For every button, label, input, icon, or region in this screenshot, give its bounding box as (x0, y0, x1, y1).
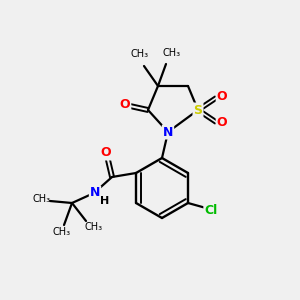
Text: CH₃: CH₃ (163, 48, 181, 58)
Text: CH₃: CH₃ (53, 227, 71, 237)
Text: O: O (120, 98, 130, 112)
Text: O: O (217, 91, 227, 103)
Text: CH₃: CH₃ (131, 49, 149, 59)
Text: H: H (100, 196, 109, 206)
Text: Cl: Cl (204, 205, 218, 218)
Text: O: O (101, 146, 111, 160)
Text: N: N (163, 125, 173, 139)
Text: N: N (90, 187, 100, 200)
Text: S: S (194, 103, 202, 116)
Text: O: O (217, 116, 227, 130)
Text: CH₃: CH₃ (85, 222, 103, 232)
Text: CH₃: CH₃ (33, 194, 51, 204)
